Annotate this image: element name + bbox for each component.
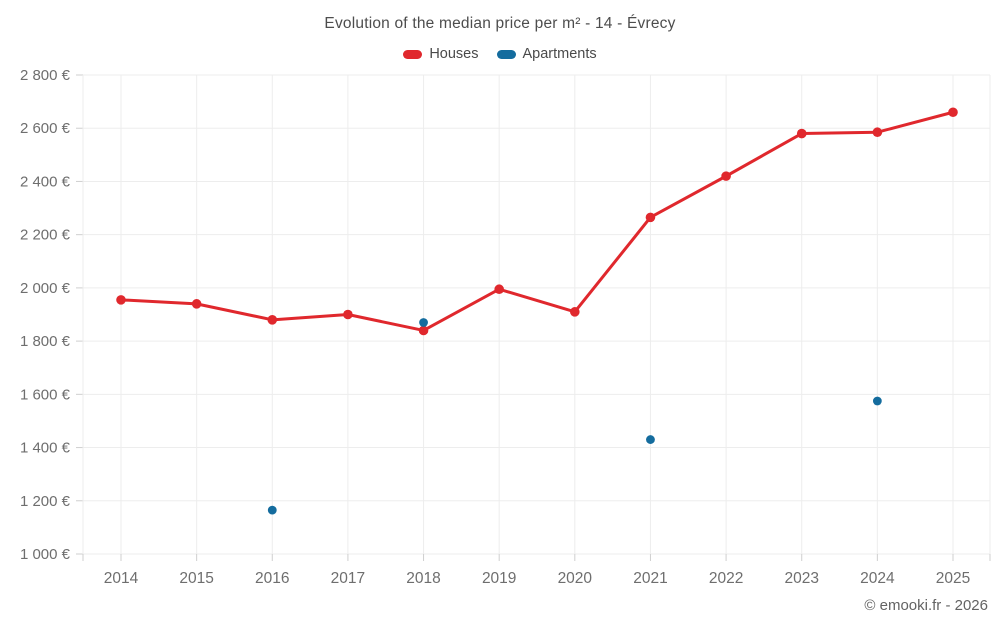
x-tick-label: 2025 (936, 570, 970, 587)
x-tick-label: 2020 (558, 570, 593, 587)
y-tick-label: 1 400 € (20, 440, 71, 457)
y-tick-label: 1 200 € (20, 493, 71, 510)
houses-point-2020[interactable] (570, 307, 580, 317)
houses-point-2018[interactable] (418, 325, 429, 336)
legend-item-houses[interactable]: Houses (403, 46, 479, 62)
x-tick-label: 2016 (255, 570, 289, 587)
houses-point-2025[interactable] (948, 107, 958, 118)
chart-title: Evolution of the median price per m² - 1… (324, 15, 676, 32)
apartments-point-2016[interactable] (267, 505, 277, 515)
y-tick-label: 2 000 € (20, 280, 71, 297)
houses-point-2021[interactable] (645, 212, 656, 223)
houses-legend-swatch (403, 49, 423, 59)
houses-line (119, 110, 955, 332)
apartments-point-2018[interactable] (419, 318, 428, 327)
x-tick-label: 2023 (784, 570, 818, 587)
x-tick-label: 2015 (179, 570, 213, 587)
legend-item-apartments[interactable]: Apartments (496, 46, 597, 62)
x-tick-label: 2014 (104, 570, 139, 587)
y-tick-label: 1 800 € (20, 333, 71, 350)
x-tick-label: 2019 (482, 570, 516, 587)
x-tick-label: 2021 (633, 570, 667, 587)
y-tick-label: 1 600 € (20, 386, 71, 403)
houses-point-2017[interactable] (343, 309, 353, 320)
x-tick-label: 2024 (860, 570, 895, 587)
y-tick-label: 2 200 € (20, 227, 71, 244)
houses-point-2024[interactable] (872, 127, 883, 138)
apartments-legend-label: Apartments (522, 46, 597, 62)
y-tick-label: 2 600 € (20, 120, 71, 137)
apartments-point-2021[interactable] (646, 435, 655, 444)
y-tick-label: 2 800 € (20, 67, 71, 84)
houses-point-2019[interactable] (494, 284, 504, 295)
apartments-point-2024[interactable] (872, 396, 882, 406)
houses-point-2016[interactable] (267, 315, 278, 325)
copyright-text: © emooki.fr - 2026 (864, 597, 988, 614)
y-tick-label: 1 000 € (20, 546, 71, 563)
y-tick-label: 2 400 € (20, 173, 71, 190)
houses-point-2015[interactable] (191, 299, 202, 309)
chart-legend: Houses Apartments (0, 46, 1000, 62)
x-tick-label: 2017 (331, 570, 365, 587)
apartments-legend-swatch (496, 49, 516, 59)
houses-point-2023[interactable] (796, 128, 807, 139)
x-tick-label: 2022 (709, 570, 743, 587)
houses-legend-label: Houses (429, 46, 479, 62)
houses-point-2014[interactable] (116, 295, 126, 305)
houses-point-2022[interactable] (721, 171, 731, 181)
x-tick-label: 2018 (406, 570, 440, 587)
